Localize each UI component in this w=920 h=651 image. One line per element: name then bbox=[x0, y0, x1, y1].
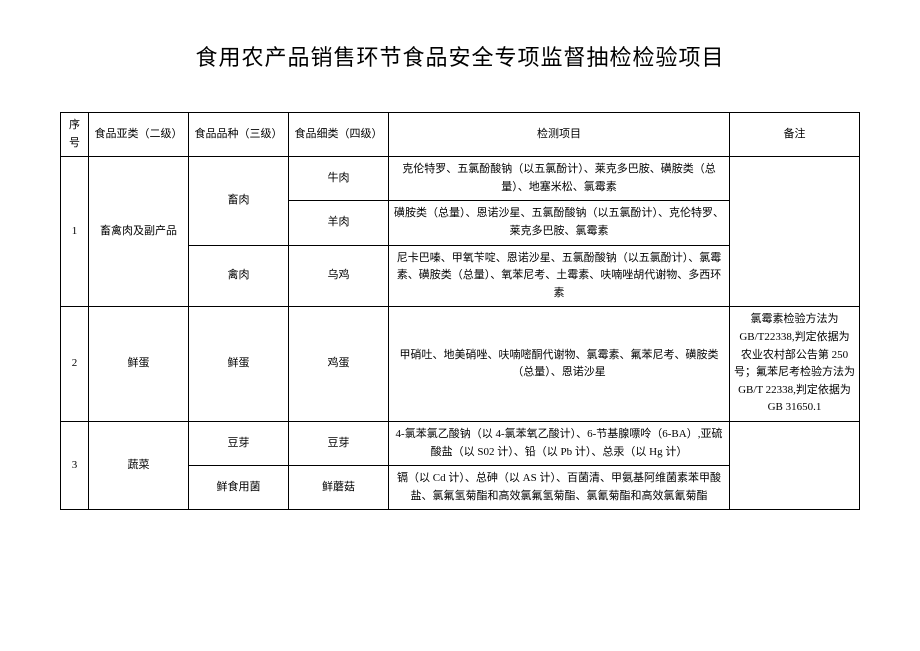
cell-fine: 鸡蛋 bbox=[289, 307, 389, 422]
cell-test: 甲硝吐、地美硝唑、呋喃嘧酮代谢物、氯霉素、氟苯尼考、磺胺类（总量）、恩诺沙星 bbox=[389, 307, 730, 422]
cell-test: 4-氯苯氯乙酸钠（以 4-氯苯氧乙酸计）、6-节基腺嘌呤（6-BA）,亚硫酸盐（… bbox=[389, 421, 730, 465]
header-fine: 食品细类（四级） bbox=[289, 113, 389, 157]
inspection-table: 序号 食品亚类（二级） 食品品种（三级） 食品细类（四级） 检测项目 备注 1 … bbox=[60, 112, 860, 510]
cell-test: 磺胺类（总量）、恩诺沙星、五氯酚酸钠（以五氯酚计）、克伦特罗、莱克多巴胺、氯霉素 bbox=[389, 201, 730, 245]
cell-seq: 1 bbox=[61, 157, 89, 307]
table-row: 3 蔬菜 豆芽 豆芽 4-氯苯氯乙酸钠（以 4-氯苯氧乙酸计）、6-节基腺嘌呤（… bbox=[61, 421, 860, 465]
page-title: 食用农产品销售环节食品安全专项监督抽检检验项目 bbox=[60, 40, 860, 72]
document-page: 食用农产品销售环节食品安全专项监督抽检检验项目 序号 食品亚类（二级） 食品品种… bbox=[0, 0, 920, 651]
cell-note bbox=[730, 157, 860, 307]
cell-fine: 羊肉 bbox=[289, 201, 389, 245]
cell-fine: 牛肉 bbox=[289, 157, 389, 201]
cell-fine: 鲜蘑菇 bbox=[289, 466, 389, 510]
header-seq: 序号 bbox=[61, 113, 89, 157]
table-header-row: 序号 食品亚类（二级） 食品品种（三级） 食品细类（四级） 检测项目 备注 bbox=[61, 113, 860, 157]
cell-sub: 鲜蛋 bbox=[89, 307, 189, 422]
cell-kind: 豆芽 bbox=[189, 421, 289, 465]
header-note: 备注 bbox=[730, 113, 860, 157]
table-row: 2 鲜蛋 鲜蛋 鸡蛋 甲硝吐、地美硝唑、呋喃嘧酮代谢物、氯霉素、氟苯尼考、磺胺类… bbox=[61, 307, 860, 422]
header-kind: 食品品种（三级） bbox=[189, 113, 289, 157]
cell-seq: 3 bbox=[61, 421, 89, 509]
cell-test: 镉（以 Cd 计）、总砷（以 AS 计）、百菌清、甲氨基阿维菌素苯甲酸盐、氯氟氢… bbox=[389, 466, 730, 510]
cell-sub: 畜禽肉及副产品 bbox=[89, 157, 189, 307]
cell-kind: 畜肉 bbox=[189, 157, 289, 245]
header-sub: 食品亚类（二级） bbox=[89, 113, 189, 157]
cell-note bbox=[730, 421, 860, 509]
cell-test: 克伦特罗、五氯酚酸钠（以五氯酚计）、莱克多巴胺、磺胺类（总量）、地塞米松、氯霉素 bbox=[389, 157, 730, 201]
cell-kind: 鲜蛋 bbox=[189, 307, 289, 422]
cell-kind: 鲜食用菌 bbox=[189, 466, 289, 510]
cell-note: 氯霉素检验方法为GB/T22338,判定依据为农业农村部公告第 250号；氟苯尼… bbox=[730, 307, 860, 422]
header-test: 检测项目 bbox=[389, 113, 730, 157]
table-row: 1 畜禽肉及副产品 畜肉 牛肉 克伦特罗、五氯酚酸钠（以五氯酚计）、莱克多巴胺、… bbox=[61, 157, 860, 201]
cell-test: 尼卡巴嗪、甲氧苄啶、恩诺沙星、五氯酚酸钠（以五氯酚计）、氯霉素、磺胺类（总量）、… bbox=[389, 245, 730, 307]
cell-fine: 乌鸡 bbox=[289, 245, 389, 307]
cell-sub: 蔬菜 bbox=[89, 421, 189, 509]
cell-fine: 豆芽 bbox=[289, 421, 389, 465]
cell-kind: 禽肉 bbox=[189, 245, 289, 307]
cell-seq: 2 bbox=[61, 307, 89, 422]
